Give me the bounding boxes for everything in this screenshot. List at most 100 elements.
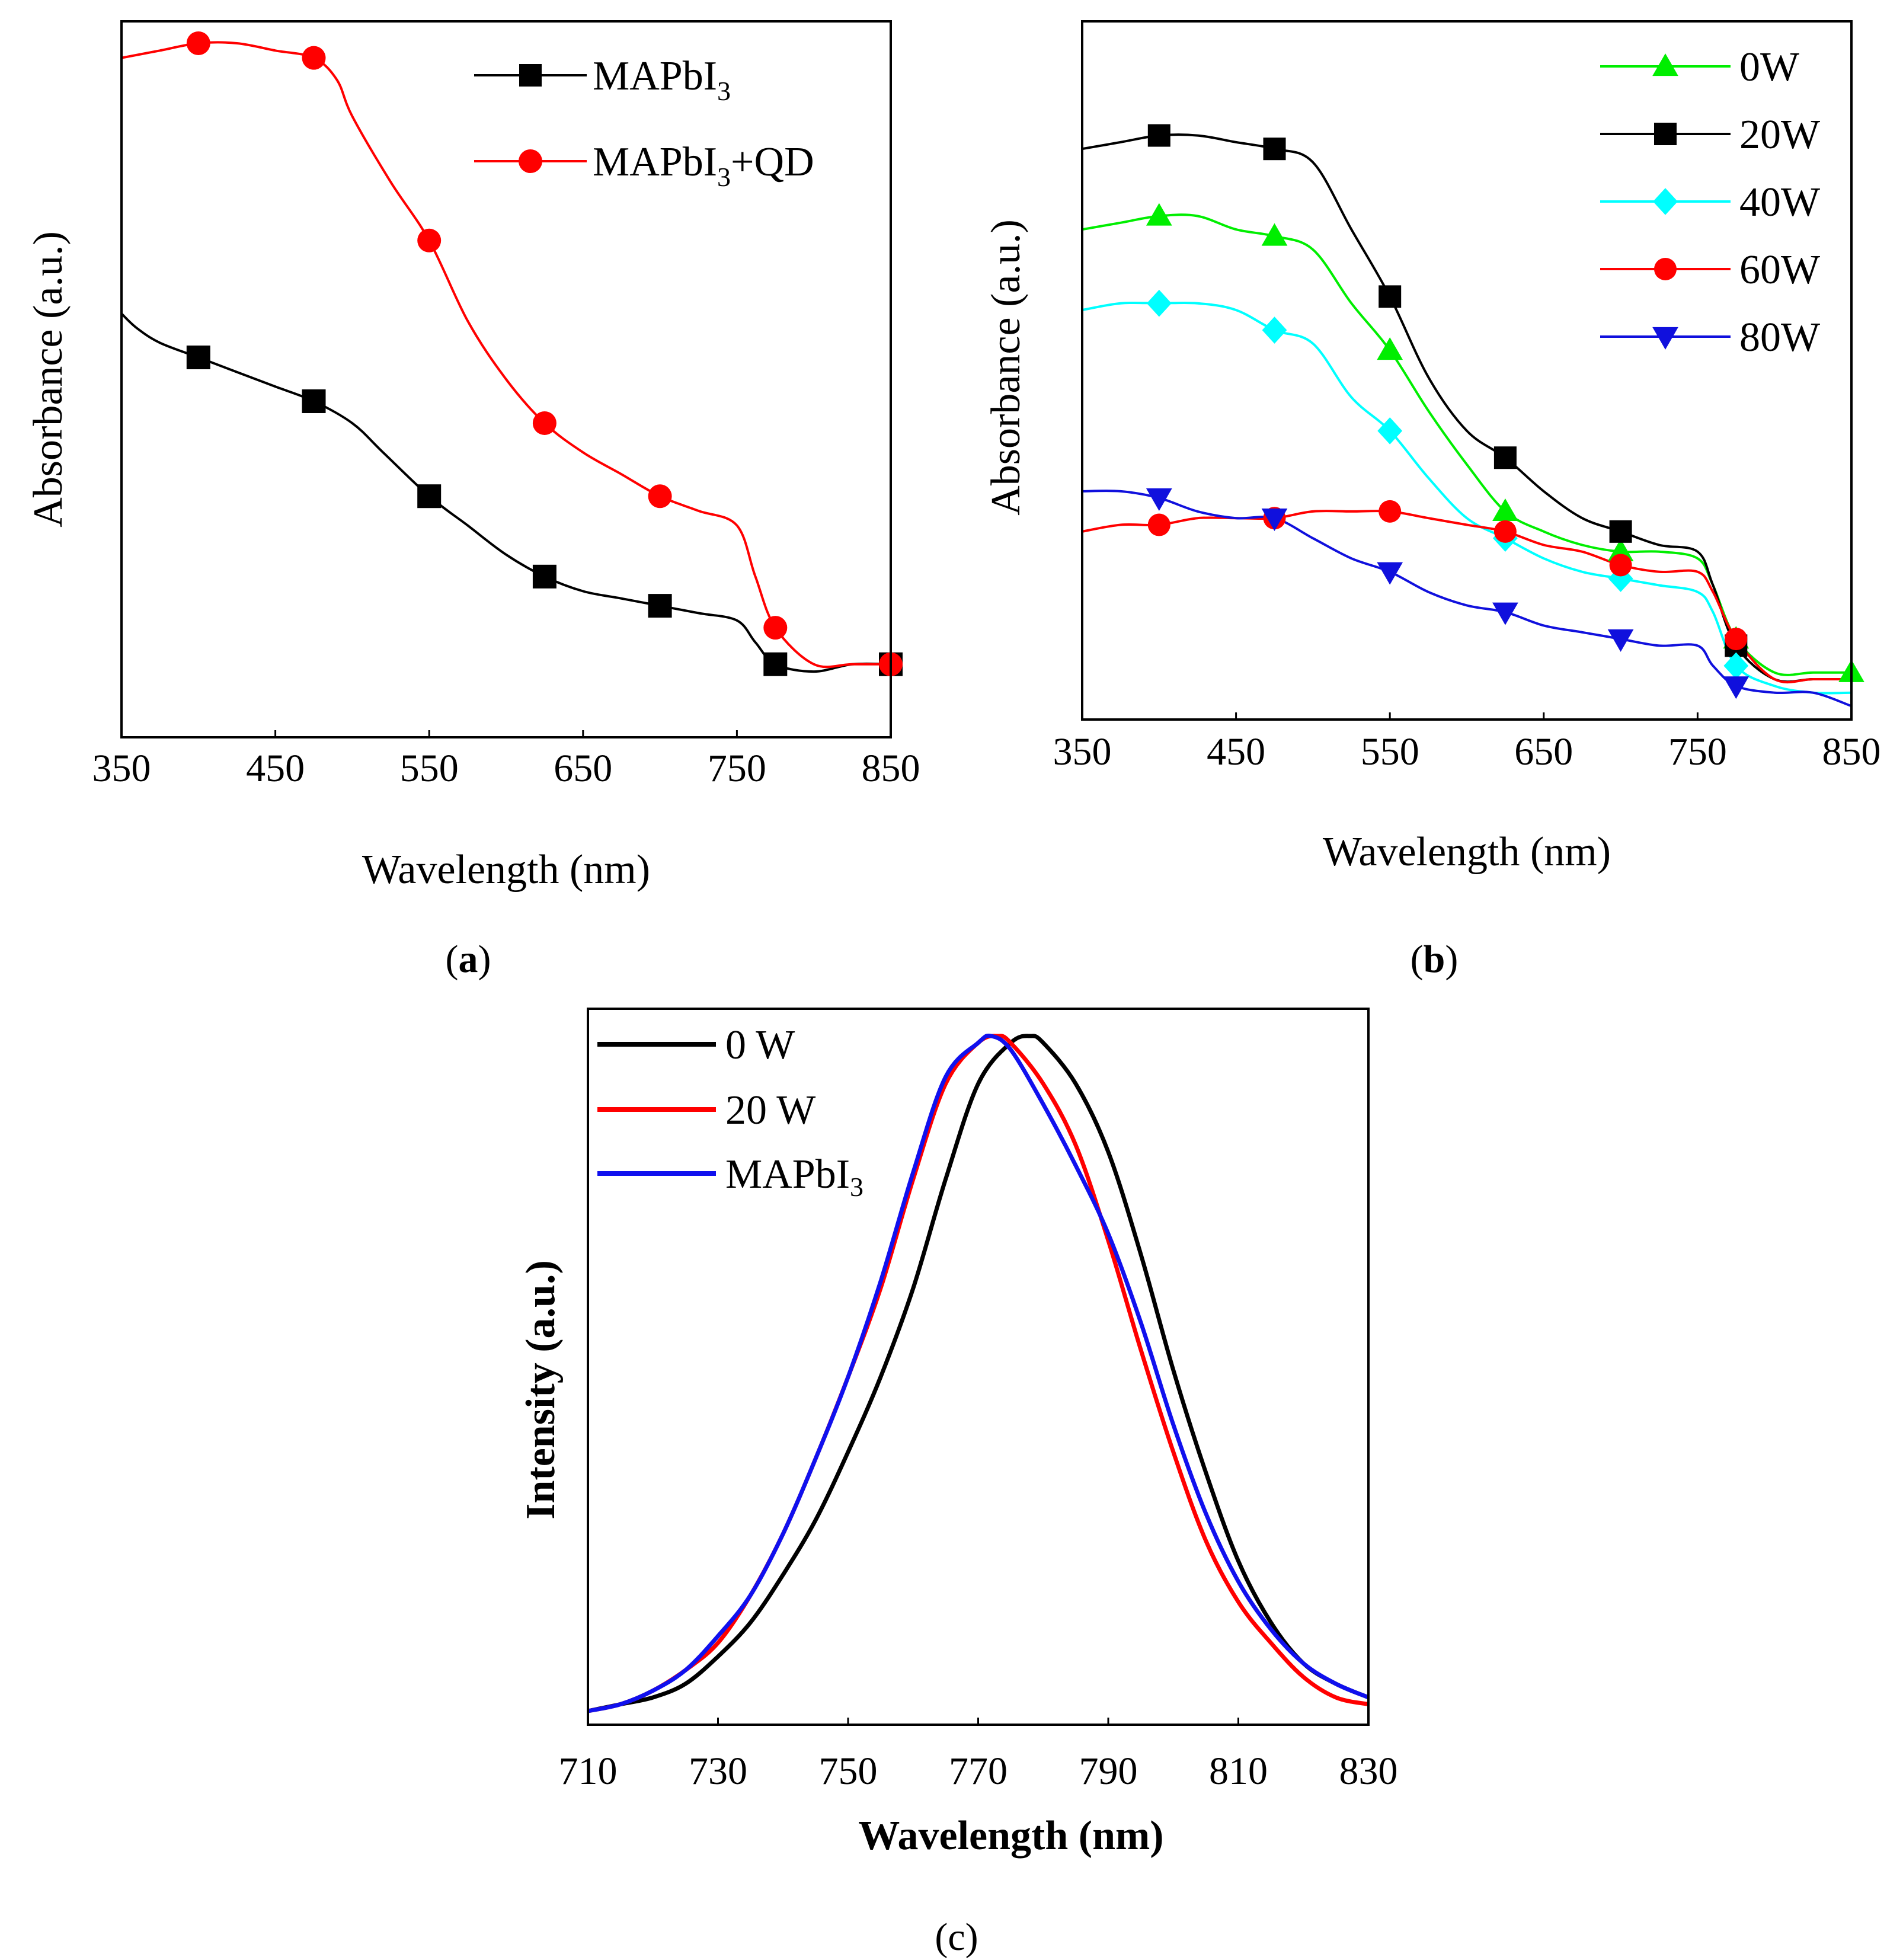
panel-b-marker-40w-775 [1723, 652, 1749, 680]
panel-b-marker-80w-700 [1607, 629, 1634, 652]
panel-b-x-tick-label-850: 850 [1822, 730, 1881, 773]
panel-a-legend-label-mapbi3: MAPbI3 [593, 53, 731, 106]
panel-a-marker-mapbi3-qd-400 [186, 31, 210, 55]
panel-b-legend-marker-20w [1654, 123, 1677, 145]
panel-c-legend-label-0w: 0 W [725, 1022, 795, 1068]
panel-b-marker-0w-475 [1261, 223, 1288, 246]
panel-b-marker-0w-625 [1492, 498, 1518, 522]
panel-c-x-tick-label-830: 830 [1339, 1750, 1398, 1793]
panel-b-line-80w [1082, 490, 1851, 708]
panel-a-marker-mapbi3-625 [532, 564, 556, 589]
panel-c-line-mapbi3 [588, 1033, 1368, 1713]
panel-a-legend: MAPbI3 MAPbI3+QD [474, 53, 814, 192]
panel-a-marker-mapbi3-qd-475 [302, 46, 326, 70]
panel-c-y-axis-title: Intensity (a.u.) [518, 1260, 564, 1520]
panel-b-marker-20w-625 [1493, 446, 1517, 469]
panel-b-marker-60w-775 [1725, 628, 1748, 651]
panel-c-x-tick-label-790: 790 [1079, 1750, 1138, 1793]
panel-b-x-tick-label-450: 450 [1207, 730, 1265, 773]
panel-b-marker-40w-400 [1146, 289, 1172, 317]
panel-b-marker-60w-625 [1493, 520, 1517, 543]
panel-a-x-tick-label-650: 650 [554, 747, 612, 790]
panel-b-caption: (b) [1411, 938, 1459, 981]
panel-a-x-axis-title: Wavelength (nm) [362, 847, 650, 893]
panel-b-x-tick-label-650: 650 [1514, 730, 1573, 773]
panel-a-marker-mapbi3-700 [648, 594, 672, 618]
panel-b-plot-frame [1081, 20, 1853, 721]
panel-b-marker-20w-700 [1609, 520, 1632, 543]
panel-a-marker-mapbi3-qd-775 [763, 616, 788, 640]
panel-b-y-axis-title: Absorbance (a.u.) [983, 219, 1029, 516]
panel-a-marker-mapbi3-qd-550 [417, 228, 442, 252]
panel-c-legend-label-mapbi3: MAPbI3 [725, 1152, 863, 1202]
panel-a-marker-mapbi3-qd-625 [532, 411, 556, 435]
panel-c-x-tick-label-730: 730 [689, 1750, 747, 1793]
panel-a-marker-mapbi3-400 [186, 346, 210, 370]
panel-a-x-tick-label-750: 750 [708, 747, 766, 790]
panel-a-series-lines [121, 41, 891, 673]
panel-b-marker-80w-625 [1492, 602, 1518, 625]
panel-a-x-ticks: 350 450 550 650 750 850 [92, 730, 920, 790]
panel-b-marker-20w-400 [1147, 124, 1170, 147]
panel-b-line-60w [1082, 510, 1851, 684]
panel-b-legend-label-40w: 40W [1739, 180, 1820, 225]
panel-b-marker-80w-775 [1723, 676, 1750, 699]
panel-c-legend: 0 W 20 W MAPbI3 [597, 1022, 863, 1202]
panel-b-marker-0w-700 [1607, 538, 1634, 561]
panel-b-legend-marker-40w [1653, 188, 1678, 215]
panel-b-legend: 0W 20W 40W 60W 80W [1600, 44, 1820, 360]
panel-a-line-mapbi3-qd [121, 41, 891, 669]
panel-b-marker-40w-550 [1377, 417, 1403, 445]
panel-a-marker-mapbi3-475 [302, 389, 326, 413]
panel-c-chart: 710 730 750 770 790 810 830 Wavelength (nm) In… [518, 1008, 1398, 1959]
panel-a-legend-marker-mapbi3-qd [519, 149, 542, 173]
panel-a-marker-mapbi3-775 [763, 652, 788, 676]
panel-b-marker-0w-400 [1146, 203, 1172, 226]
panel-a-caption: (a) [446, 938, 491, 981]
panel-c-line-20-w [588, 1034, 1368, 1713]
panel-c-x-axis-title: Wavelength (nm) [858, 1813, 1163, 1859]
panel-a-legend-marker-mapbi3 [519, 64, 542, 87]
panel-b-x-axis-title: Wavelength (nm) [1323, 829, 1611, 875]
panel-b-marker-80w-475 [1261, 509, 1288, 532]
panel-a-markers [186, 31, 903, 676]
panel-a-marker-mapbi3-550 [417, 484, 442, 509]
panel-b-x-tick-label-750: 750 [1668, 730, 1727, 773]
panel-a-line-mapbi3 [121, 312, 891, 673]
panel-b-legend-label-20w: 20W [1739, 112, 1820, 158]
panel-b-marker-60w-550 [1379, 500, 1402, 523]
panel-a-x-tick-label-450: 450 [246, 747, 305, 790]
panel-b-x-ticks: 350 450 550 650 750 850 [1053, 712, 1881, 773]
panel-b-marker-80w-400 [1146, 488, 1172, 511]
panel-c-legend-label-20w: 20 W [725, 1088, 815, 1133]
panel-b-legend-label-60w: 60W [1739, 247, 1820, 293]
panel-b-series-lines [1082, 133, 1851, 708]
panel-b-legend-marker-60w [1654, 258, 1677, 280]
panel-a-plot-frame [120, 20, 892, 738]
panel-b-marker-0w-550 [1377, 337, 1403, 360]
panel-a-chart: 350 450 550 650 750 850 Wavelength (nm) Absor… [25, 20, 920, 981]
panel-c-line-0-w [588, 1034, 1368, 1713]
panel-b-marker-20w-550 [1379, 285, 1402, 308]
panel-a-x-tick-label-350: 350 [92, 747, 151, 790]
panel-a-x-tick-label-550: 550 [400, 747, 459, 790]
panel-b-legend-label-80w: 80W [1739, 315, 1820, 360]
panel-b-marker-60w-700 [1609, 554, 1632, 577]
panel-b-marker-40w-475 [1262, 316, 1287, 344]
panel-a-y-axis-title: Absorbance (a.u.) [25, 231, 71, 527]
panel-b-chart: 350 450 550 650 750 850 Wavelength (nm) Absor… [983, 20, 1881, 981]
panel-b-line-40w [1082, 301, 1851, 695]
panel-c-x-tick-label-770: 770 [949, 1750, 1008, 1793]
panel-b-legend-label-0w: 0W [1739, 44, 1799, 90]
panel-b-x-tick-label-350: 350 [1053, 730, 1112, 773]
panel-b-x-tick-label-550: 550 [1361, 730, 1419, 773]
panel-c-x-ticks: 710 730 750 770 790 810 830 [559, 1718, 1398, 1793]
panel-a-marker-mapbi3-qd-700 [648, 484, 672, 509]
panel-b-legend-marker-80w [1652, 327, 1678, 350]
panel-b-marker-20w-475 [1263, 138, 1286, 161]
panel-b-marker-80w-550 [1377, 562, 1403, 585]
panel-b-markers [1146, 124, 1864, 699]
panel-c-x-tick-label-750: 750 [819, 1750, 878, 1793]
panel-c-x-tick-label-810: 810 [1209, 1750, 1268, 1793]
panel-c-series-lines [588, 1033, 1368, 1713]
